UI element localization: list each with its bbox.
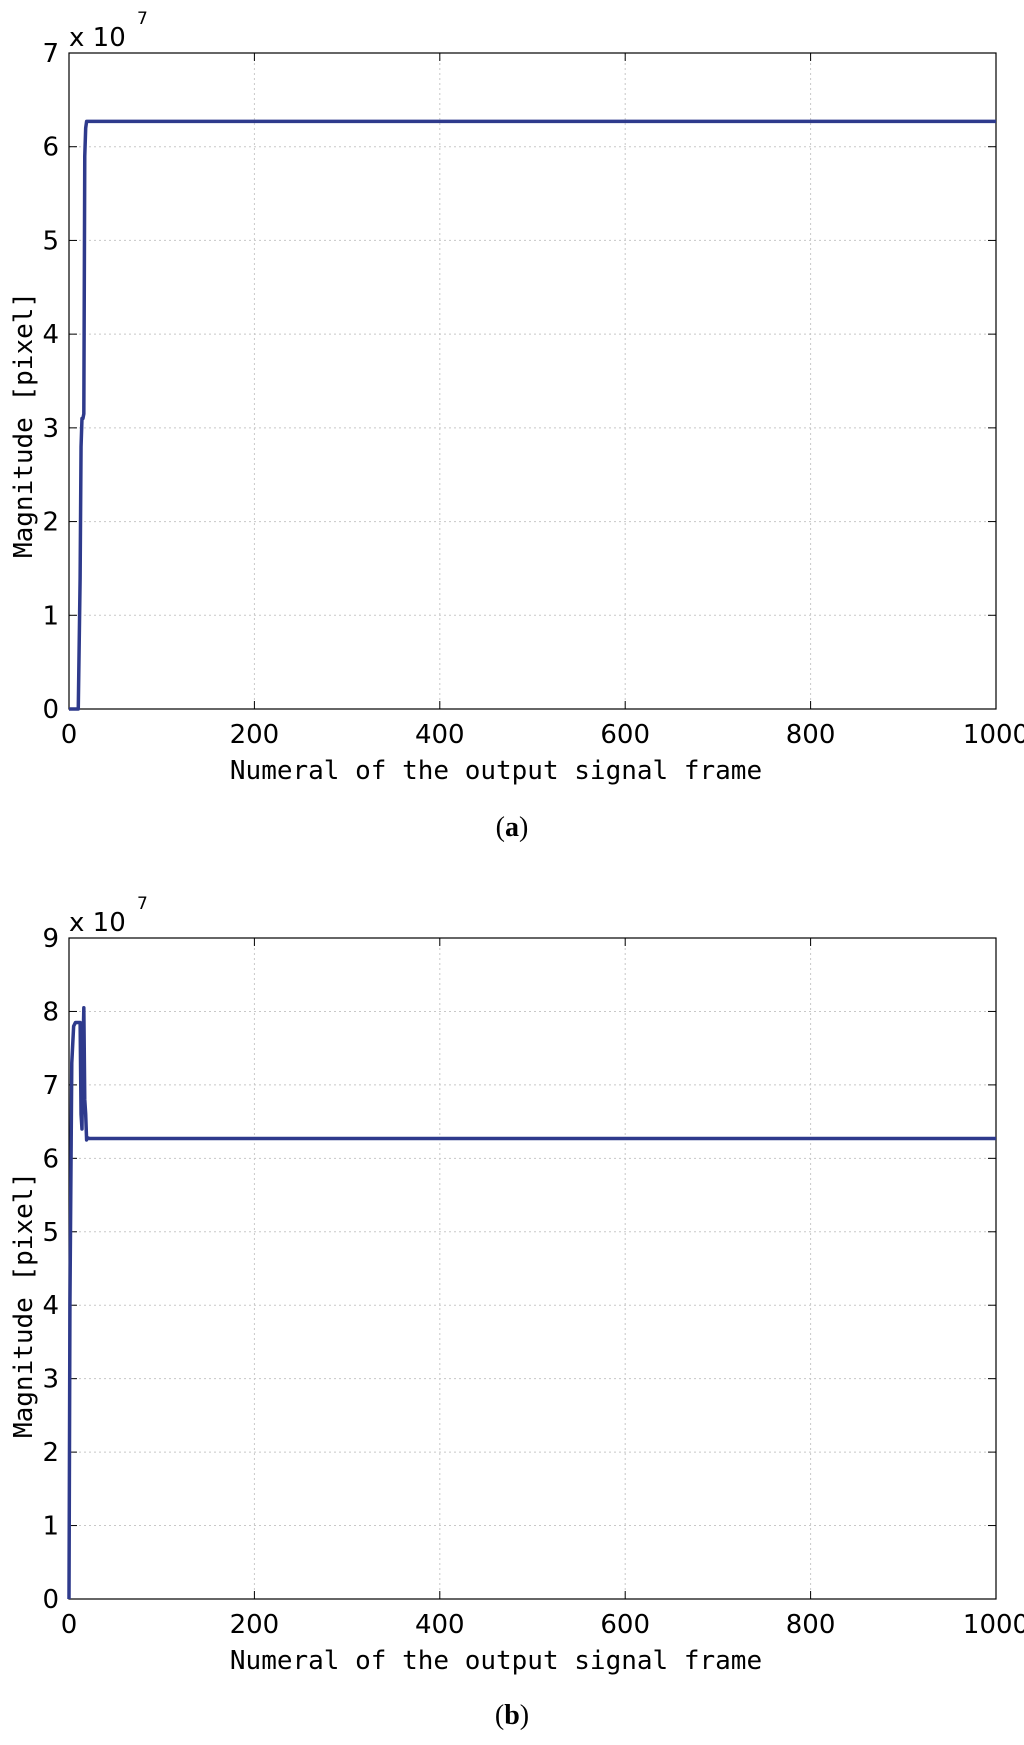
- x-axis-label: Numeral of the output signal frame: [230, 1646, 762, 1676]
- y-tick-label: 5: [42, 226, 59, 256]
- y-tick-label: 7: [42, 1071, 59, 1101]
- x-tick-labels: 0 200 400 600 800 1000: [61, 1610, 1024, 1640]
- series-line: [67, 1006, 996, 1600]
- plot-frame: [68, 937, 997, 1600]
- y-tick-label: 3: [42, 414, 59, 444]
- x-tick-label: 400: [415, 720, 465, 750]
- x-tick-label: 200: [230, 1610, 280, 1640]
- chart-panel-b: 0 200 400 600 800 1000 0 1 2 3 4 5 6 7 8 9 x 10 7 Nume…: [0, 885, 1024, 1745]
- y-tick-label: 7: [42, 39, 59, 69]
- y-tick-labels: 0 1 2 3 4 5 6 7 8 9: [42, 924, 59, 1615]
- y-exponent: 7: [137, 894, 148, 914]
- y-exponent: 7: [137, 9, 148, 29]
- chart-a: 0 200 400 600 800 1000 0 1 2 3 4 5 6 7 x 10 7 Numera…: [9, 9, 1024, 786]
- x-tick-label: 0: [61, 1610, 78, 1640]
- y-tick-label: 6: [42, 1144, 59, 1174]
- y-tick-label: 1: [42, 1512, 59, 1542]
- y-multiplier: x 10: [69, 23, 126, 53]
- x-axis-label: Numeral of the output signal frame: [230, 756, 762, 786]
- x-tick-labels: 0 200 400 600 800 1000: [61, 720, 1024, 750]
- x-tick-label: 800: [786, 1610, 836, 1640]
- chart-b: 0 200 400 600 800 1000 0 1 2 3 4 5 6 7 8 9 x 10 7 Nume…: [9, 894, 1024, 1676]
- chart-panel-a: 0 200 400 600 800 1000 0 1 2 3 4 5 6 7 x 10 7 Numera…: [0, 0, 1024, 870]
- y-tick-label: 8: [42, 997, 59, 1027]
- y-tick-label: 0: [42, 1585, 59, 1615]
- y-tick-labels: 0 1 2 3 4 5 6 7: [42, 39, 59, 725]
- panel-letter: a: [505, 812, 519, 843]
- y-tick-label: 2: [42, 508, 59, 538]
- x-tick-label: 400: [415, 1610, 465, 1640]
- series-polyline: [67, 1006, 996, 1600]
- panel-caption-b: (b): [494, 1700, 530, 1731]
- x-tick-label: 800: [786, 720, 836, 750]
- grid-lines: [69, 938, 996, 1599]
- x-tick-label: 200: [230, 720, 280, 750]
- axes-box: [68, 937, 997, 1600]
- y-axis-label: Magnitude [pixel]: [9, 292, 39, 558]
- x-tick-label: 1000: [963, 720, 1024, 750]
- x-tick-label: 600: [600, 1610, 650, 1640]
- x-tick-label: 0: [61, 720, 78, 750]
- y-tick-label: 4: [42, 1291, 59, 1321]
- y-tick-label: 0: [42, 695, 59, 725]
- y-tick-label: 6: [42, 133, 59, 163]
- y-tick-label: 3: [42, 1365, 59, 1395]
- series-polyline: [69, 119, 996, 711]
- y-tick-label: 2: [42, 1438, 59, 1468]
- x-tick-label: 1000: [963, 1610, 1024, 1640]
- y-tick-label: 1: [42, 601, 59, 631]
- y-tick-label: 9: [42, 924, 59, 954]
- axes-box: [68, 52, 997, 710]
- y-axis-label: Magnitude [pixel]: [9, 1172, 39, 1438]
- x-tick-label: 600: [600, 720, 650, 750]
- panel-caption-a: (a): [495, 812, 529, 843]
- series-line: [69, 119, 996, 711]
- grid-lines: [69, 53, 996, 709]
- y-tick-label: 5: [42, 1218, 59, 1248]
- panel-letter: b: [504, 1700, 520, 1731]
- y-tick-label: 4: [42, 320, 59, 350]
- y-multiplier: x 10: [69, 908, 126, 938]
- plot-frame: [68, 52, 997, 710]
